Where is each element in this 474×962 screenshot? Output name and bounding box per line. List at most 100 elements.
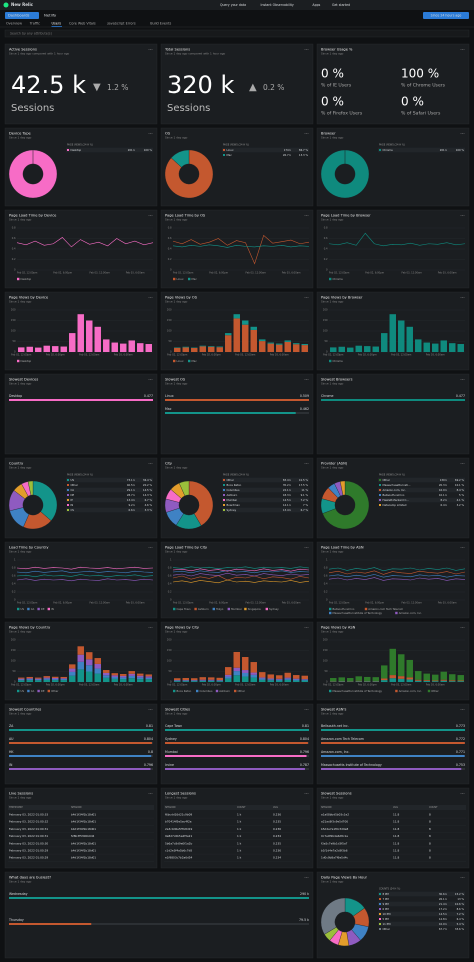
widget-menu-dot[interactable]	[151, 547, 153, 548]
widget-menu-dot[interactable]	[304, 709, 306, 710]
widget-menu-dot[interactable]	[148, 215, 150, 216]
widget-menu-dot[interactable]	[462, 547, 463, 548]
widget-menu-dot[interactable]	[304, 627, 306, 628]
filter-bar[interactable]	[4, 29, 470, 38]
widget-menu-dot[interactable]	[306, 547, 307, 548]
widget-menu-dot[interactable]	[462, 297, 463, 298]
widget-menu-dot[interactable]	[463, 463, 465, 464]
widget-menu-dot[interactable]	[307, 133, 309, 134]
widget-menu-dot[interactable]	[307, 793, 309, 794]
widget-menu-dot[interactable]	[463, 215, 465, 216]
widget-menu-dot[interactable]	[460, 297, 462, 298]
widget-menu-dot[interactable]	[150, 709, 151, 710]
widget-menu-dot[interactable]	[306, 133, 307, 134]
filter-hint[interactable]: Search by any attribute(s)	[10, 32, 52, 36]
widget-menu-dot[interactable]	[304, 215, 306, 216]
tab[interactable]: Users	[52, 22, 62, 26]
widget-menu-dot[interactable]	[462, 215, 463, 216]
widget-menu-dot[interactable]	[460, 463, 462, 464]
widget-menu-dot[interactable]	[304, 463, 306, 464]
widget-menu-dot[interactable]	[150, 297, 151, 298]
widget-menu-dot[interactable]	[460, 793, 462, 794]
widget-menu-dot[interactable]	[307, 215, 309, 216]
widget-menu-dot[interactable]	[460, 49, 462, 50]
widget-menu-dot[interactable]	[151, 627, 153, 628]
widget-menu-dot[interactable]	[307, 379, 309, 380]
widget-menu-dot[interactable]	[463, 379, 465, 380]
tab[interactable]: Core Web Vitals	[69, 22, 96, 26]
time-picker-label[interactable]: Since 24 hours ago	[431, 14, 462, 18]
widget-menu-dot[interactable]	[150, 379, 151, 380]
widget-menu-dot[interactable]	[304, 379, 306, 380]
widget-menu-dot[interactable]	[151, 709, 153, 710]
widget-menu-dot[interactable]	[463, 709, 465, 710]
widget-menu-dot[interactable]	[148, 793, 150, 794]
widget-menu-dot[interactable]	[463, 297, 465, 298]
widget-menu-dot[interactable]	[462, 463, 463, 464]
time-picker[interactable]	[423, 12, 469, 19]
widget-menu-dot[interactable]	[463, 877, 465, 878]
widget-menu-dot[interactable]	[151, 215, 153, 216]
widget-menu-dot[interactable]	[150, 215, 151, 216]
widget-menu-dot[interactable]	[148, 297, 150, 298]
widget-menu-dot[interactable]	[307, 463, 309, 464]
widget-menu-dot[interactable]	[151, 133, 153, 134]
widget-menu-dot[interactable]	[307, 877, 309, 878]
widget-menu-dot[interactable]	[463, 793, 465, 794]
tab[interactable]: Build Events	[150, 22, 171, 26]
widget-menu-dot[interactable]	[463, 627, 465, 628]
widget-menu-dot[interactable]	[306, 215, 307, 216]
tab[interactable]: JavaScript Errors	[107, 22, 136, 26]
widget-menu-dot[interactable]	[307, 297, 309, 298]
widget-menu-dot[interactable]	[150, 547, 151, 548]
header-link[interactable]: Instant Observability	[261, 3, 294, 7]
widget-menu-dot[interactable]	[304, 133, 306, 134]
widget-menu-dot[interactable]	[460, 215, 462, 216]
widget-menu-dot[interactable]	[306, 709, 307, 710]
widget-menu-dot[interactable]	[151, 463, 153, 464]
widget-menu-dot[interactable]	[460, 547, 462, 548]
widget-menu-dot[interactable]	[148, 463, 150, 464]
header-link[interactable]: Query your data	[220, 3, 246, 7]
widget-menu-dot[interactable]	[460, 709, 462, 710]
widget-menu-dot[interactable]	[306, 379, 307, 380]
widget-menu-dot[interactable]	[307, 709, 309, 710]
widget-menu-dot[interactable]	[306, 877, 307, 878]
widget-menu-dot[interactable]	[148, 627, 150, 628]
widget-menu-dot[interactable]	[462, 709, 463, 710]
widget-menu-dot[interactable]	[462, 793, 463, 794]
widget-menu-dot[interactable]	[151, 49, 153, 50]
widget-menu-dot[interactable]	[148, 709, 150, 710]
widget-menu-dot[interactable]	[462, 133, 463, 134]
widget-menu-dot[interactable]	[462, 379, 463, 380]
widget-menu-dot[interactable]	[306, 49, 307, 50]
widget-menu-dot[interactable]	[150, 133, 151, 134]
widget-menu-dot[interactable]	[462, 627, 463, 628]
widget-menu-dot[interactable]	[148, 547, 150, 548]
widget-menu-dot[interactable]	[150, 627, 151, 628]
widget-menu-dot[interactable]	[462, 877, 463, 878]
widget-menu-dot[interactable]	[460, 133, 462, 134]
widget-menu-dot[interactable]	[150, 793, 151, 794]
widget-menu-dot[interactable]	[304, 877, 306, 878]
widget-menu-dot[interactable]	[460, 627, 462, 628]
widget-menu-dot[interactable]	[306, 627, 307, 628]
tab[interactable]: Overview	[6, 22, 22, 26]
widget-menu-dot[interactable]	[304, 297, 306, 298]
widget-menu-dot[interactable]	[460, 877, 462, 878]
widget-menu-dot[interactable]	[463, 49, 465, 50]
widget-menu-dot[interactable]	[304, 49, 306, 50]
widget-menu-dot[interactable]	[151, 379, 153, 380]
widget-menu-dot[interactable]	[151, 793, 153, 794]
widget-menu-dot[interactable]	[307, 627, 309, 628]
widget-menu-dot[interactable]	[306, 463, 307, 464]
widget-menu-dot[interactable]	[304, 547, 306, 548]
widget-menu-dot[interactable]	[306, 297, 307, 298]
widget-menu-dot[interactable]	[306, 793, 307, 794]
widget-menu-dot[interactable]	[148, 49, 150, 50]
tab[interactable]: Traffic	[29, 22, 40, 26]
widget-menu-dot[interactable]	[307, 547, 309, 548]
header-link[interactable]: Get started	[332, 3, 350, 7]
widget-menu-dot[interactable]	[151, 297, 153, 298]
widget-menu-dot[interactable]	[307, 49, 309, 50]
